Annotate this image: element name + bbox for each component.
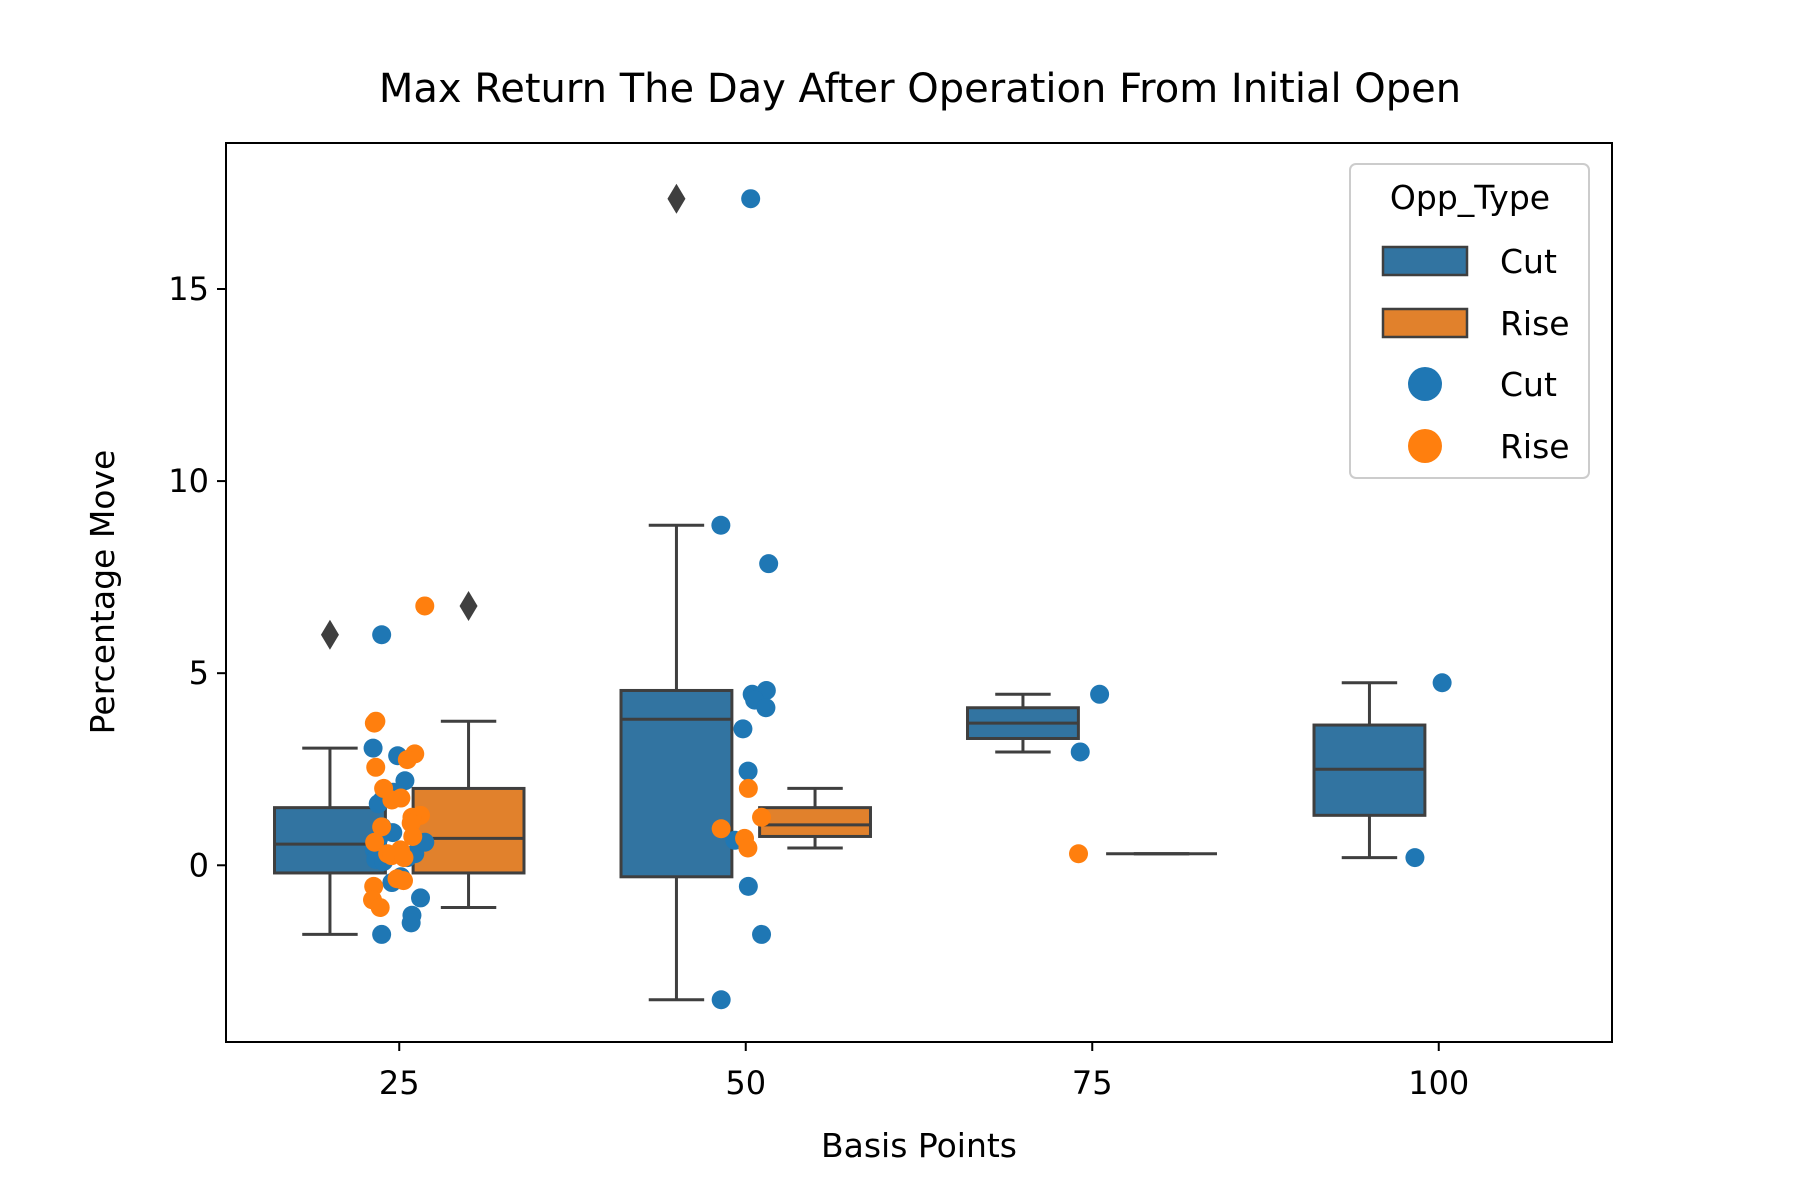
data-point (372, 924, 392, 944)
legend: Opp_Type Cut Rise Cut Rise (1349, 163, 1590, 479)
data-point (738, 876, 758, 896)
data-point (411, 888, 431, 908)
data-point (382, 790, 402, 810)
legend-label: Rise (1500, 427, 1570, 466)
legend-frame (1349, 163, 1590, 479)
data-point (394, 848, 414, 868)
box-body (619, 688, 734, 879)
y-tick-label: 15 (168, 270, 209, 308)
data-point (733, 719, 753, 739)
x-tick-label: 100 (1408, 1064, 1469, 1102)
data-point (363, 738, 383, 758)
data-point (741, 189, 761, 209)
points-cut-50 (711, 189, 779, 1010)
box-body (758, 806, 872, 838)
data-point (397, 750, 417, 770)
x-tick-label: 25 (379, 1064, 420, 1102)
points-cut-100 (1405, 673, 1452, 868)
data-point (738, 778, 758, 798)
data-point (403, 826, 423, 846)
legend-label: Cut (1500, 365, 1557, 404)
data-point (1405, 848, 1425, 868)
x-axis: 25 50 75 100 (379, 1042, 1469, 1102)
box-cut-75 (966, 692, 1080, 754)
legend-swatch-cut-point (1408, 367, 1442, 401)
y-axis: 0 5 10 15 (168, 270, 226, 884)
legend-swatch-rise-box (1381, 307, 1469, 339)
legend-swatch-rise-point (1408, 429, 1442, 463)
data-point (756, 698, 776, 718)
data-point (372, 817, 392, 837)
data-point (366, 757, 386, 777)
points-rise-50 (711, 778, 772, 858)
x-tick-label: 75 (1072, 1064, 1113, 1102)
legend-swatch-cut-box (1381, 245, 1469, 277)
data-point (393, 871, 413, 891)
data-point (711, 990, 731, 1010)
chart-title: Max Return The Day After Operation From … (379, 66, 1461, 112)
legend-label: Rise (1500, 304, 1570, 343)
y-tick-label: 10 (168, 462, 209, 500)
data-point (365, 832, 385, 852)
outlier-marker (667, 183, 686, 214)
box-rise-50 (758, 786, 872, 850)
outlier-marker (320, 619, 339, 650)
box-rise-25 (411, 590, 526, 910)
data-point (738, 838, 758, 858)
points-rise-25 (363, 596, 435, 918)
points-rise-75 (1069, 844, 1089, 864)
data-point (372, 625, 392, 645)
legend-label: Cut (1500, 242, 1557, 281)
data-point (738, 761, 758, 781)
data-point (711, 515, 731, 535)
data-point (395, 771, 415, 791)
plot-frame (225, 142, 1613, 1043)
data-point (364, 713, 384, 733)
data-point (759, 554, 779, 574)
y-axis-label: Percentage Move (83, 450, 122, 735)
y-tick-label: 5 (189, 654, 209, 692)
data-point (711, 819, 731, 839)
points-cut-75 (1070, 684, 1110, 762)
x-axis-label: Basis Points (821, 1126, 1017, 1165)
data-point (1432, 673, 1452, 693)
data-point (752, 924, 772, 944)
box-cut-50 (619, 183, 734, 1002)
legend-title: Opp_Type (1390, 178, 1550, 217)
box-cut-100 (1312, 681, 1427, 860)
data-point (401, 913, 421, 933)
outlier-marker (459, 590, 478, 621)
data-point (370, 898, 390, 918)
data-point (1090, 684, 1110, 704)
data-point (752, 807, 772, 827)
data-point (415, 596, 435, 616)
data-point (1069, 844, 1089, 864)
plot-area (273, 183, 1452, 1010)
y-tick-label: 0 (189, 846, 209, 884)
x-tick-label: 50 (725, 1064, 766, 1102)
data-point (1070, 742, 1090, 762)
box-body (411, 786, 526, 875)
